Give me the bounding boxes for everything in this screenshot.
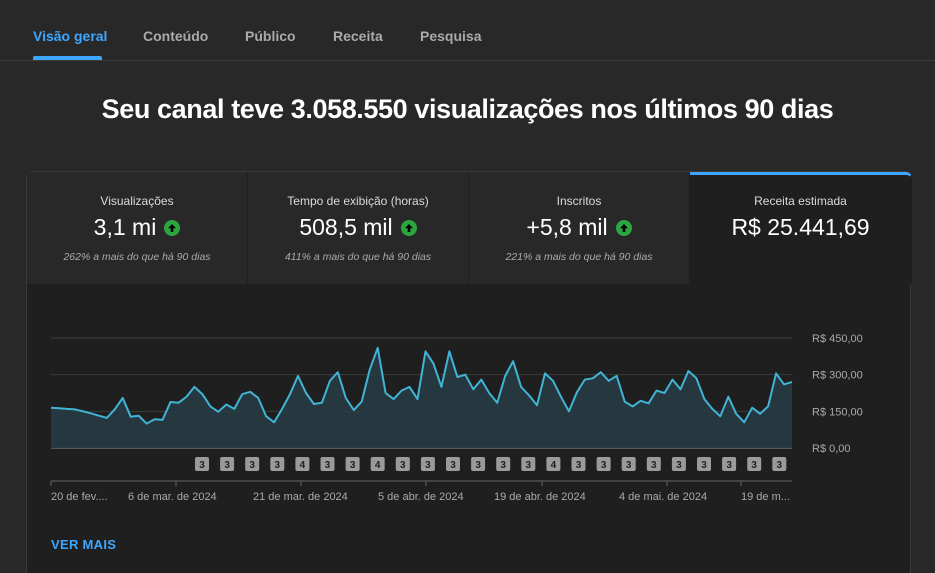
x-tick-label: 20 de fev.... (51, 491, 108, 503)
kpi-value: R$ 25.441,69 (731, 214, 870, 240)
video-marker-count: 3 (701, 460, 707, 471)
tab-content[interactable]: Conteúdo (143, 28, 209, 44)
video-marker-badge (546, 457, 561, 471)
kpi-value: 508,5 mil (299, 214, 393, 240)
video-marker-count: 3 (275, 460, 281, 471)
y-tick-label: R$ 300,00 (812, 370, 863, 382)
video-marker-count: 3 (199, 460, 205, 471)
kpi-value-row: R$ 25.441,69 (690, 214, 911, 241)
video-marker-badge (320, 457, 335, 471)
kpi-watch-time[interactable]: Tempo de exibição (horas) 508,5 mil 411%… (248, 172, 469, 284)
video-marker-count: 3 (676, 460, 682, 471)
video-marker-badge (571, 457, 586, 471)
tab-research[interactable]: Pesquisa (420, 28, 482, 44)
kpi-subscribers[interactable]: Inscritos +5,8 mil 221% a mais do que há… (469, 172, 690, 284)
kpi-estimated-revenue[interactable]: Receita estimada R$ 25.441,69 (690, 172, 912, 284)
video-marker-badge (295, 457, 310, 471)
video-marker-badge (596, 457, 611, 471)
video-marker-count: 4 (375, 460, 381, 471)
kpi-value-row: 3,1 mi (27, 214, 247, 241)
video-marker-count: 4 (300, 460, 306, 471)
video-marker-badge (245, 457, 260, 471)
video-marker-count: 3 (601, 460, 607, 471)
analytics-card: Visualizações 3,1 mi 262% a mais do que … (26, 171, 912, 573)
video-marker-badge (496, 457, 511, 471)
kpi-value: 3,1 mi (93, 214, 157, 240)
kpi-comparison: 262% a mais do que há 90 dias (63, 251, 211, 263)
y-tick-label: R$ 0,00 (812, 443, 851, 455)
kpi-value: +5,8 mil (526, 214, 608, 240)
y-tick-label: R$ 450,00 (812, 333, 863, 345)
video-marker-count: 3 (475, 460, 481, 471)
video-marker-badge (671, 457, 686, 471)
video-marker-badge (747, 457, 762, 471)
kpi-value-row: +5,8 mil (469, 214, 689, 241)
active-tab-indicator (33, 56, 102, 60)
video-marker-count: 4 (551, 460, 557, 471)
video-marker-badge (395, 457, 410, 471)
video-marker-badge (722, 457, 737, 471)
video-marker-count: 3 (500, 460, 506, 471)
video-marker-count: 3 (224, 460, 230, 471)
video-marker-count: 3 (777, 460, 783, 471)
revenue-line (50, 346, 793, 425)
video-marker-count: 3 (726, 460, 732, 471)
video-marker-badge (420, 457, 435, 471)
video-marker-count: 3 (626, 460, 632, 471)
tab-audience[interactable]: Público (245, 28, 296, 44)
kpi-views[interactable]: Visualizações 3,1 mi 262% a mais do que … (27, 172, 248, 284)
trend-up-icon (164, 219, 181, 236)
video-marker-count: 3 (450, 460, 456, 471)
video-marker-count: 3 (526, 460, 532, 471)
tab-bar: Visão geral Conteúdo Público Receita Pes… (0, 0, 935, 61)
kpi-comparison: 221% a mais do que há 90 dias (505, 251, 653, 263)
video-marker-badge (521, 457, 536, 471)
x-tick-label: 19 de m... (741, 491, 790, 503)
kpi-value-row: 508,5 mil (248, 214, 468, 241)
kpi-label: Inscritos (556, 194, 602, 208)
video-marker-count: 3 (400, 460, 406, 471)
video-marker-badge (471, 457, 486, 471)
video-marker-count: 3 (325, 460, 331, 471)
video-marker-badge (697, 457, 711, 471)
video-marker-badge (646, 457, 661, 471)
video-marker-badge (270, 457, 285, 471)
tab-overview[interactable]: Visão geral (33, 28, 108, 44)
video-marker-badge (772, 457, 787, 471)
y-tick-label: R$ 150,00 (812, 406, 863, 418)
video-marker-badge (621, 457, 636, 471)
trend-up-icon (400, 219, 417, 236)
revenue-chart: R$ 450,00 R$ 300,00 R$ 150,00 R$ 0,00 3 3 3 3 4 3… (50, 333, 863, 503)
video-marker-count: 3 (651, 460, 657, 471)
video-marker-badge (195, 457, 209, 471)
video-marker-badge (220, 457, 235, 471)
video-marker-count: 3 (249, 460, 255, 471)
revenue-area (51, 347, 792, 448)
video-marker-count: 3 (751, 460, 757, 471)
video-marker-badge (345, 457, 360, 471)
kpi-label: Tempo de exibição (horas) (287, 194, 429, 208)
kpi-comparison: 411% a mais do que há 90 dias (284, 251, 432, 263)
x-tick-label: 21 de mar. de 2024 (253, 491, 348, 503)
video-marker-badge (446, 457, 460, 471)
video-marker-count: 3 (425, 460, 431, 471)
x-tick-label: 4 de mai. de 2024 (619, 491, 707, 503)
video-marker-badge (370, 457, 385, 471)
x-tick-label: 19 de abr. de 2024 (494, 491, 586, 503)
x-tick-label: 6 de mar. de 2024 (128, 491, 217, 503)
kpi-label: Visualizações (100, 194, 174, 208)
x-tick-label: 5 de abr. de 2024 (378, 491, 464, 503)
video-marker-count: 3 (350, 460, 356, 471)
page-headline: Seu canal teve 3.058.550 visualizações n… (101, 94, 834, 124)
video-marker-count: 3 (576, 460, 582, 471)
tab-revenue[interactable]: Receita (333, 28, 383, 44)
trend-up-icon (615, 219, 632, 236)
see-more-link[interactable]: VER MAIS (51, 537, 117, 552)
kpi-label: Receita estimada (754, 194, 847, 208)
